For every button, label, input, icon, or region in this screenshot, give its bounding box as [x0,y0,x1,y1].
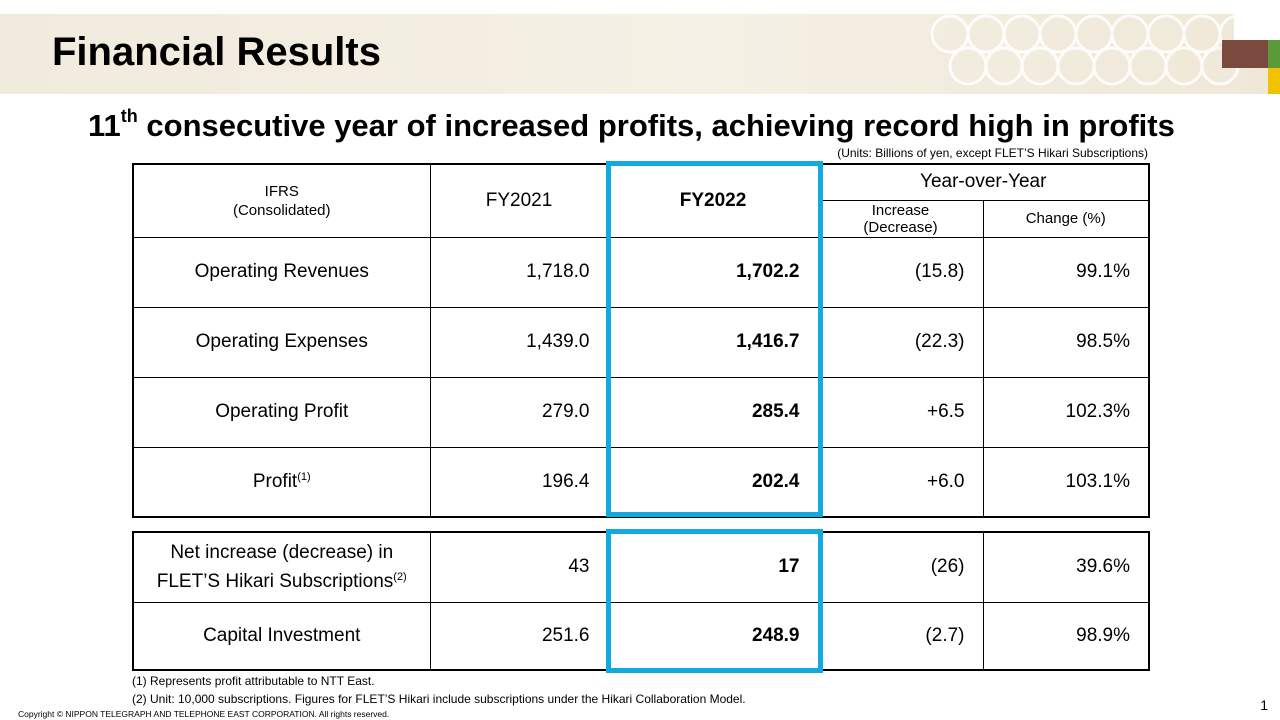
corner-deco-white [1234,14,1280,40]
headline-prefix: 11 [88,108,121,143]
footnote-2: (2) Unit: 10,000 subscriptions. Figures … [132,692,746,706]
operational-metrics-table: Net increase (decrease) in FLET’S Hikari… [132,531,1150,671]
row-label: Net increase (decrease) in FLET’S Hikari… [132,531,431,603]
header-change: Change (%) [982,199,1150,238]
financial-results-table: IFRS (Consolidated) FY2021 FY2022 Year-o… [132,163,1150,518]
table-row: Operating Profit 279.0 285.4 +6.5 102.3% [132,376,1150,448]
cell-fy2021: 251.6 [429,601,609,671]
row-label-line1: Net increase (decrease) in [170,541,394,563]
header-decrease-label: (Decrease) [863,218,938,236]
row-label: Operating Revenues [132,236,431,308]
banner-pattern-icon [930,14,1258,86]
cell-fy2022: 202.4 [607,446,819,518]
row-label: Operating Expenses [132,306,431,378]
cell-diff: (15.8) [817,236,984,308]
headline-superscript: th [120,106,138,126]
table-row: Profit(1) 196.4 202.4 +6.0 103.1% [132,446,1150,518]
cell-fy2022: 1,702.2 [607,236,819,308]
header-increase-decrease: Increase (Decrease) [817,199,984,238]
headline: 11th consecutive year of increased profi… [88,106,1175,144]
row-label: Capital Investment [132,601,431,671]
corner-deco-yellow [1268,68,1280,94]
headline-text: consecutive year of increased profits, a… [137,108,1175,143]
cell-fy2021: 196.4 [429,446,609,518]
cell-change: 98.9% [982,601,1150,671]
header-ifrs-label: IFRS [264,182,299,200]
corner-deco-green [1268,40,1280,68]
table-row: Net increase (decrease) in FLET’S Hikari… [132,531,1150,603]
header-increase-label: Increase [871,201,930,219]
header-consolidated-label: (Consolidated) [232,201,331,219]
footnote-ref: (2) [393,570,407,583]
cell-change: 39.6% [982,531,1150,603]
cell-fy2021: 1,718.0 [429,236,609,308]
footnote-ref: (1) [297,470,311,483]
table-row: Capital Investment 251.6 248.9 (2.7) 98.… [132,601,1150,671]
units-note: (Units: Billions of yen, except FLET’S H… [837,146,1148,160]
header-fy2022: FY2022 [607,163,819,238]
page-number: 1 [1260,697,1268,713]
page-title: Financial Results [52,30,381,74]
cell-fy2022: 248.9 [607,601,819,671]
cell-fy2022: 17 [607,531,819,603]
cell-fy2021: 43 [429,531,609,603]
table-row: Operating Revenues 1,718.0 1,702.2 (15.8… [132,236,1150,308]
cell-fy2022: 285.4 [607,376,819,448]
header-year-over-year: Year-over-Year [817,164,1149,201]
cell-diff: +6.5 [817,376,984,448]
row-label: Operating Profit [132,376,431,448]
cell-change: 102.3% [982,376,1150,448]
header-ifrs: IFRS (Consolidated) [132,163,431,238]
cell-change: 103.1% [982,446,1150,518]
cell-diff: (26) [817,531,984,603]
title-banner [0,14,1280,94]
cell-change: 98.5% [982,306,1150,378]
header-fy2021: FY2021 [429,163,609,238]
table-row: Operating Expenses 1,439.0 1,416.7 (22.3… [132,306,1150,378]
cell-fy2021: 1,439.0 [429,306,609,378]
cell-diff: (2.7) [817,601,984,671]
row-label: Profit(1) [132,446,431,518]
footnote-1: (1) Represents profit attributable to NT… [132,674,375,688]
cell-fy2021: 279.0 [429,376,609,448]
copyright: Copyright © NIPPON TELEGRAPH AND TELEPHO… [18,709,390,719]
cell-diff: +6.0 [817,446,984,518]
cell-diff: (22.3) [817,306,984,378]
row-label-line2: FLET’S Hikari Subscriptions(2) [134,565,430,594]
cell-fy2022: 1,416.7 [607,306,819,378]
row-label-text: Profit [252,470,298,492]
cell-change: 99.1% [982,236,1150,308]
row-label-line2-text: FLET’S Hikari Subscriptions [156,570,394,592]
corner-deco-brown [1222,40,1268,68]
